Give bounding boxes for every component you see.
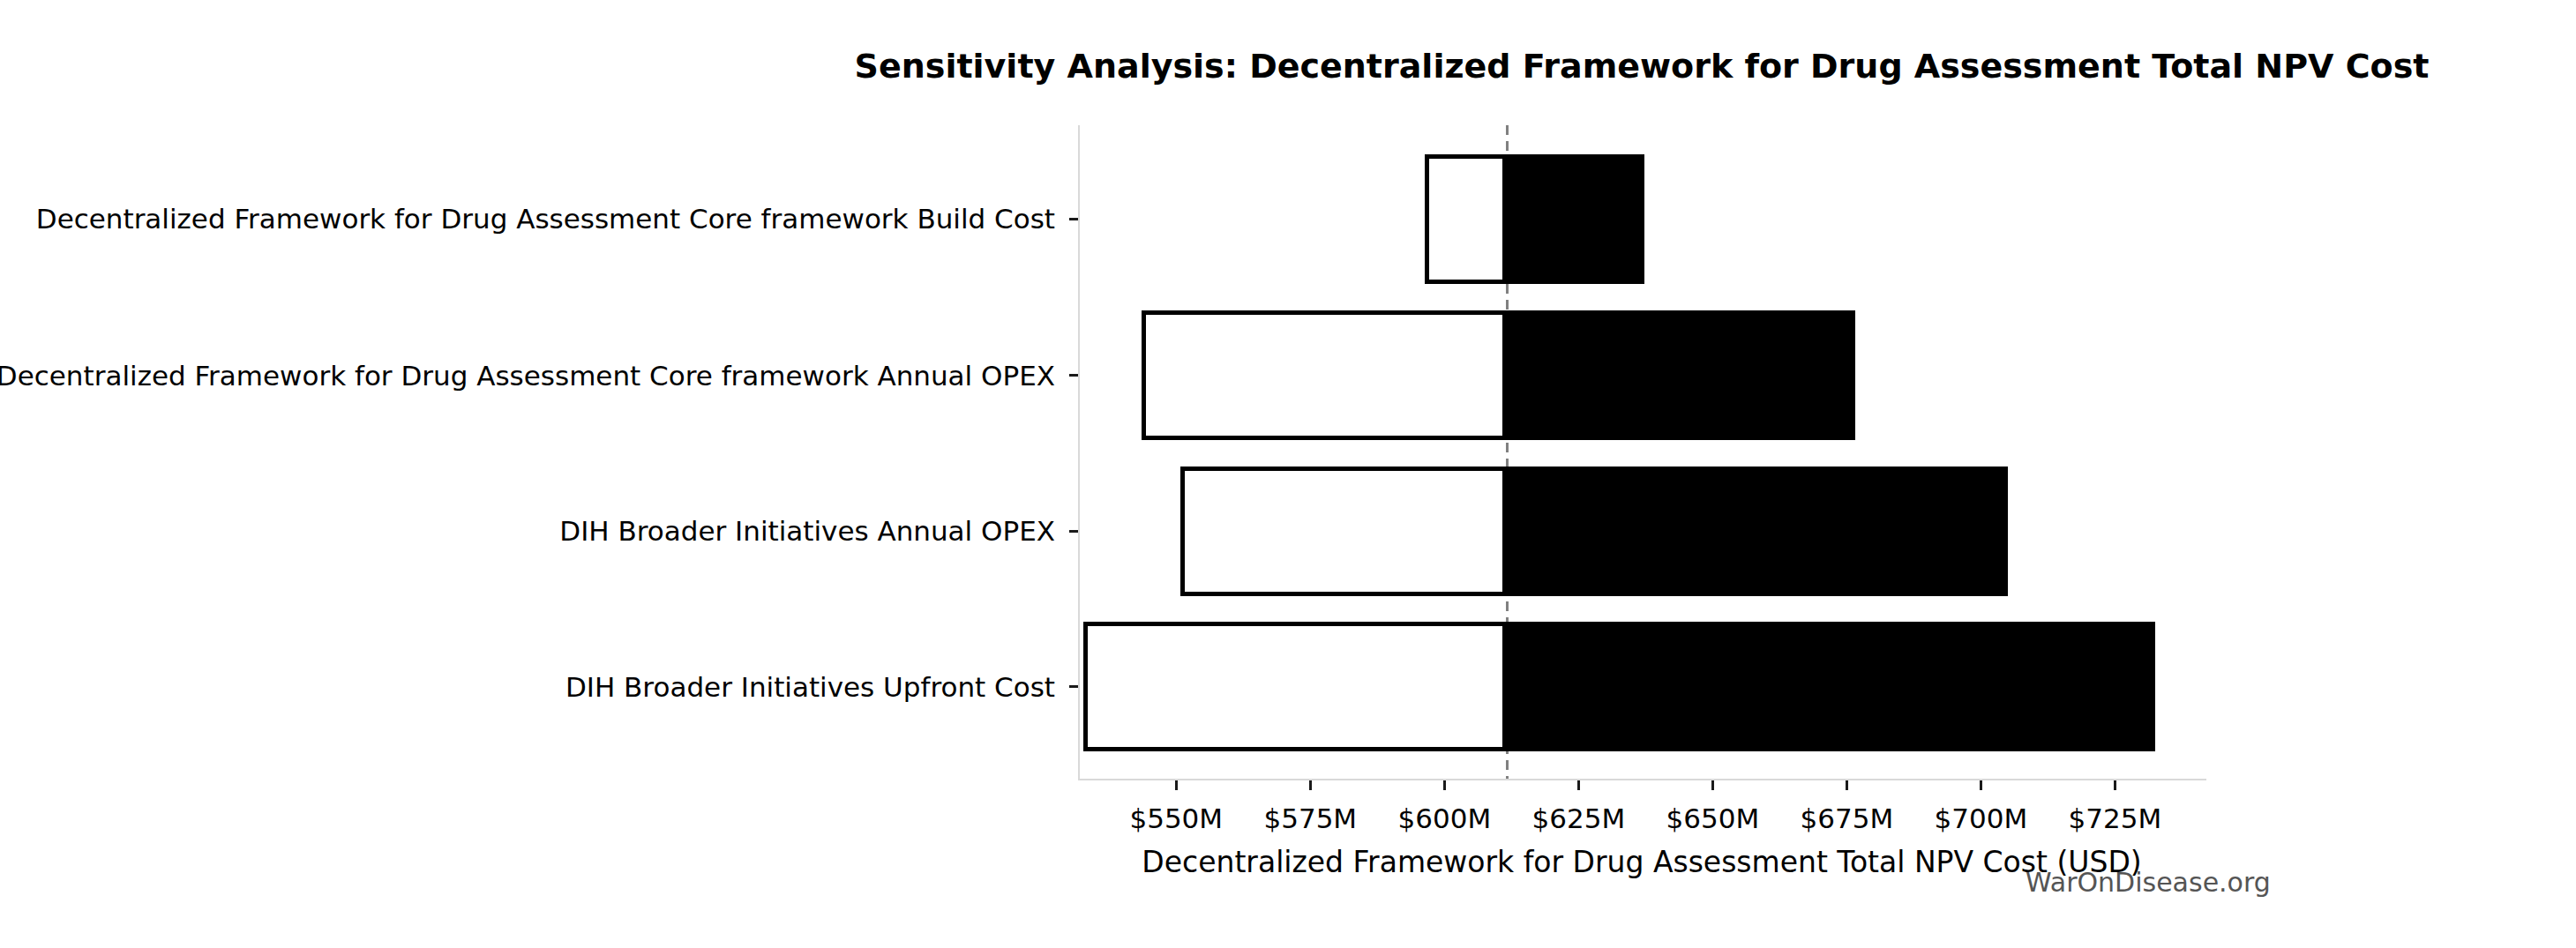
y-axis-category-label: Decentralized Framework for Drug Assessm…: [0, 357, 1055, 394]
y-axis-category-label: DIH Broader Initiatives Upfront Cost: [565, 668, 1055, 705]
y-axis-tick-mark: [1069, 685, 1078, 688]
tornado-bar-high-segment: [1507, 310, 1855, 440]
y-axis-tick-mark: [1069, 218, 1078, 220]
watermark: WarOnDisease.org: [2026, 867, 2271, 899]
x-axis-tick-mark: [1443, 780, 1446, 790]
tornado-bar-low-segment: [1180, 467, 1507, 596]
tornado-bar-low-segment: [1425, 154, 1507, 284]
plot-area: [1078, 125, 2206, 780]
x-axis-tick-label: $725M: [2018, 801, 2212, 836]
figure: Sensitivity Analysis: Decentralized Fram…: [0, 0, 2576, 948]
y-axis-category-label: Decentralized Framework for Drug Assessm…: [36, 200, 1055, 237]
x-axis-tick-mark: [1980, 780, 1982, 790]
y-axis-tick-mark: [1069, 374, 1078, 377]
x-axis-tick-mark: [1309, 780, 1312, 790]
x-axis-tick-mark: [2114, 780, 2116, 790]
x-axis-tick-mark: [1711, 780, 1714, 790]
chart-title: Sensitivity Analysis: Decentralized Fram…: [855, 46, 2430, 86]
tornado-bar-low-segment: [1142, 310, 1507, 440]
y-axis-tick-mark: [1069, 530, 1078, 533]
x-axis-tick-mark: [1846, 780, 1848, 790]
y-axis-category-label: DIH Broader Initiatives Annual OPEX: [559, 512, 1055, 549]
x-axis-label: Decentralized Framework for Drug Assessm…: [1142, 844, 2141, 881]
y-axis-labels: Decentralized Framework for Drug Assessm…: [0, 0, 1055, 948]
tornado-bar-high-segment: [1507, 154, 1644, 284]
tornado-bar-high-segment: [1507, 467, 2008, 596]
x-axis-tick-mark: [1175, 780, 1178, 790]
x-axis-tick-mark: [1577, 780, 1580, 790]
tornado-bar-low-segment: [1083, 622, 1507, 751]
tornado-bar-high-segment: [1507, 622, 2155, 751]
